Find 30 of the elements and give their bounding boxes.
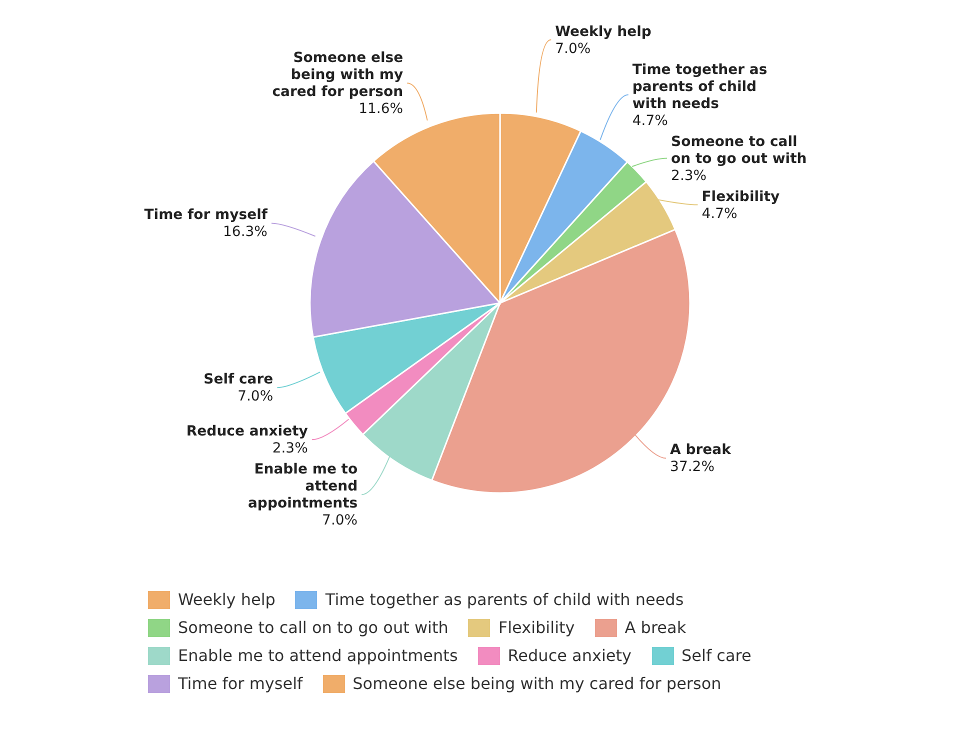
slice-label: Weekly help (555, 24, 652, 40)
legend-label: Enable me to attend appointments (177, 645, 458, 667)
slice-label: A break (670, 442, 732, 458)
data-label: 7.0% (238, 388, 274, 405)
data-label: 7.0% (555, 40, 591, 57)
legend-label: Self care (680, 645, 752, 667)
data-label: 11.6% (358, 101, 404, 118)
slice-label: Time for myself (144, 207, 268, 224)
legend-label: Reduce anxiety (506, 645, 632, 667)
data-label: 37.2% (670, 459, 715, 476)
legend-label: Time for myself (177, 673, 303, 695)
slice-label: Someone else being with my cared for person (272, 50, 404, 100)
data-label: 7.0% (322, 512, 358, 529)
legend-label: Time together as parents of child with needs (324, 589, 684, 611)
data-label: 4.7% (632, 112, 668, 129)
legend-label: Flexibility (497, 617, 575, 639)
slice-label: Reduce anxiety (186, 424, 308, 440)
legend-label: Someone to call on to go out with (177, 617, 448, 639)
data-label: 4.7% (702, 206, 738, 222)
slice-label: Self care (204, 372, 274, 388)
slice-label: Enable me to attend appointments (248, 462, 358, 512)
data-label: 16.3% (223, 224, 268, 240)
slice-label: Time together as parents of child with needs (632, 62, 768, 112)
legend-label: A break (624, 617, 686, 639)
legend-label: Weekly help (177, 589, 276, 611)
data-label: 2.3% (671, 168, 707, 184)
legend-label: Someone else being with my cared for person (352, 673, 722, 695)
data-label: 2.3% (272, 440, 308, 457)
slice-label: Flexibility (702, 188, 780, 205)
slice-label: Someone to call on to go out with (671, 134, 807, 167)
